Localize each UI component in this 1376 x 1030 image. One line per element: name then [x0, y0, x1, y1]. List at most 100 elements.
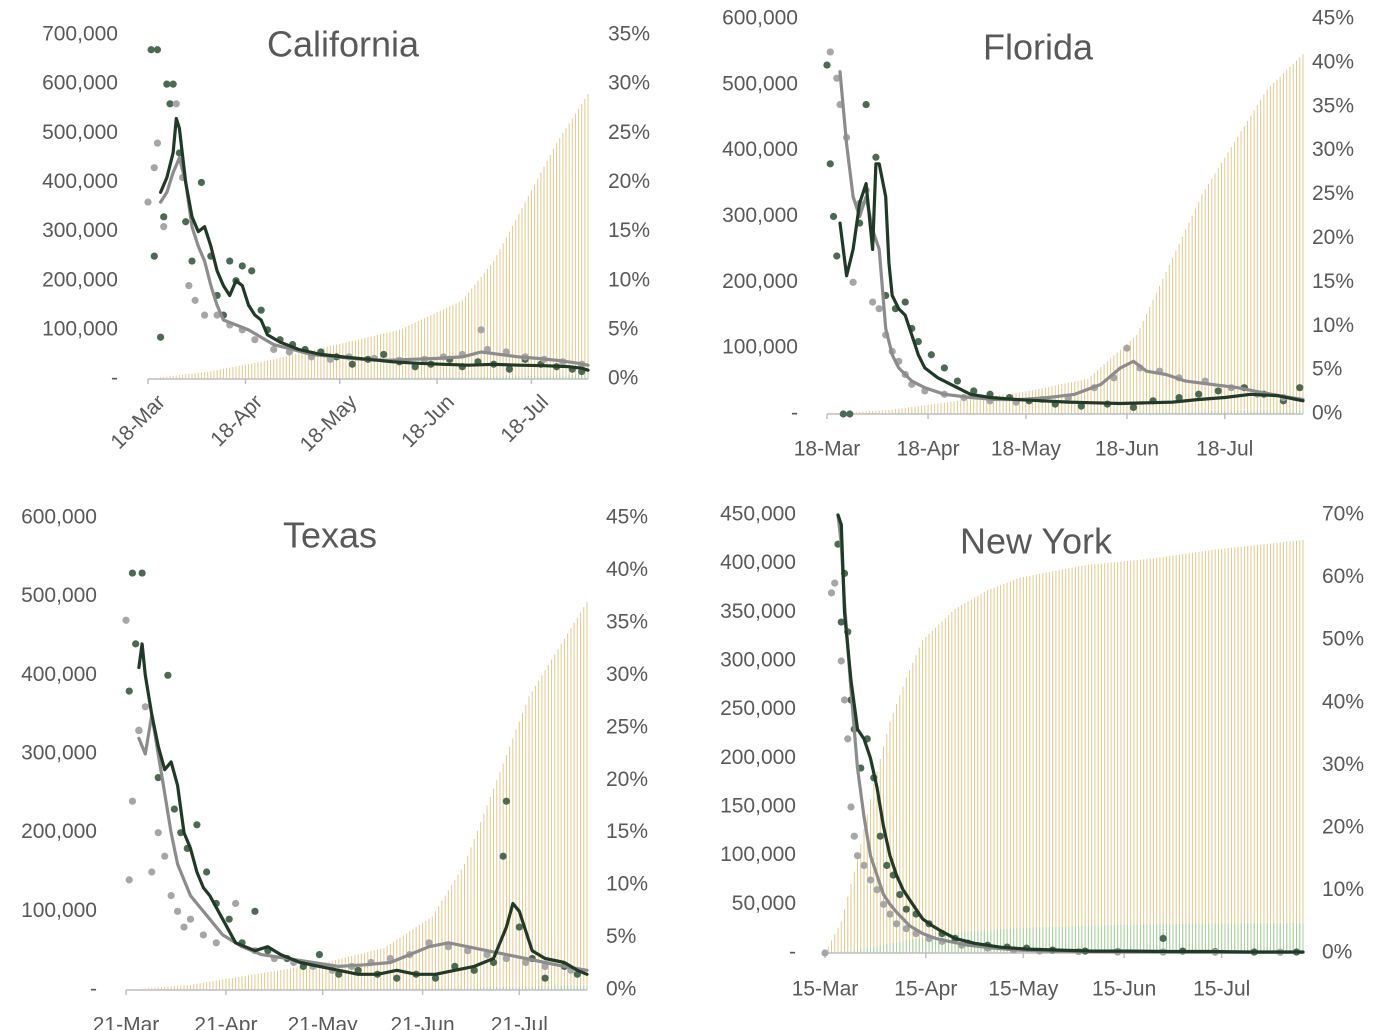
right-axis-label: 0%: [1312, 402, 1342, 425]
data-point: [522, 958, 530, 967]
left-axis-label: 700,000: [42, 23, 118, 46]
right-axis-label: 0%: [608, 367, 638, 390]
dark-line-series: [137, 642, 589, 976]
data-point: [161, 852, 169, 860]
right-axis-label: 45%: [606, 506, 648, 529]
data-point: [1175, 393, 1183, 402]
x-axis-label: 15-Apr: [894, 978, 957, 1001]
data-point: [251, 907, 259, 915]
left-axis-label: 200,000: [722, 270, 798, 293]
data-point: [138, 569, 146, 577]
data-point: [464, 947, 472, 955]
gray-line-series: [159, 156, 590, 367]
right-axis-label: 35%: [608, 23, 650, 46]
data-point: [850, 832, 858, 840]
left-axis-label: 200,000: [21, 820, 97, 843]
right-axis-label: 35%: [606, 610, 648, 633]
x-axis-label: 15-May: [988, 978, 1059, 1001]
data-point: [141, 703, 149, 711]
data-point: [257, 306, 265, 314]
left-axis-label: 200,000: [42, 268, 118, 291]
data-point: [212, 939, 220, 947]
data-point: [826, 48, 834, 56]
data-point: [248, 267, 256, 275]
data-point: [226, 257, 234, 265]
data-point: [502, 954, 511, 963]
right-axis-label: 60%: [1322, 565, 1364, 588]
data-point: [185, 282, 193, 290]
left-axis-label: 600,000: [42, 72, 118, 95]
data-point: [902, 905, 910, 913]
data-point: [393, 974, 401, 982]
data-point: [879, 900, 888, 908]
data-point: [154, 829, 162, 837]
data-point: [483, 951, 491, 959]
data-point: [147, 46, 155, 54]
data-point: [182, 218, 190, 226]
right-axis-label: 30%: [1322, 753, 1364, 776]
data-point: [160, 213, 168, 221]
data-point: [193, 821, 201, 829]
data-point: [186, 915, 195, 923]
data-point: [862, 100, 870, 109]
data-point: [823, 61, 831, 69]
data-point: [232, 899, 240, 908]
data-point: [837, 657, 845, 665]
data-point: [902, 925, 910, 933]
data-point: [270, 345, 278, 354]
data-point: [970, 387, 978, 395]
data-point: [167, 892, 175, 900]
data-point: [860, 861, 868, 870]
chart-florida: Florida 600,000 500,000 400,000 300,000 200,0…: [722, 7, 1354, 461]
right-axis-label: 40%: [1322, 690, 1364, 713]
x-axis-label: 21-Jun: [390, 1014, 454, 1030]
cumulative-bars: [128, 601, 588, 990]
right-axis-label: 15%: [608, 219, 650, 242]
data-point: [444, 943, 452, 951]
data-point: [150, 252, 158, 260]
x-axis-label: 18-May: [296, 390, 362, 456]
data-point: [505, 365, 514, 373]
cumulative-bars: [150, 93, 589, 379]
data-point: [431, 974, 440, 982]
left-axis-label: 500,000: [21, 584, 97, 607]
data-point: [132, 640, 140, 648]
x-axis-label: 21-Jul: [491, 1014, 548, 1030]
left-axis-label: 100,000: [21, 899, 97, 922]
data-point: [335, 970, 343, 978]
left-axis-label: 50,000: [732, 892, 796, 915]
x-axis-label: 18-Apr: [897, 438, 960, 461]
data-point: [163, 80, 171, 88]
data-point: [849, 278, 857, 286]
data-point: [128, 797, 137, 805]
right-axis-label: 40%: [1312, 50, 1354, 73]
right-axis-label: 10%: [1312, 314, 1354, 337]
data-point: [831, 579, 839, 587]
left-axis-label: 400,000: [21, 663, 97, 686]
data-point: [1195, 390, 1203, 398]
x-axis-label: 21-Apr: [194, 1014, 257, 1030]
right-axis-label: 20%: [1312, 226, 1354, 249]
data-point: [153, 139, 162, 147]
right-axis-label: 15%: [606, 820, 648, 843]
data-point: [150, 164, 158, 172]
data-point: [477, 326, 485, 334]
left-axis-label: 100,000: [720, 843, 796, 866]
data-point: [872, 153, 880, 161]
data-point: [153, 46, 162, 54]
x-axis-label: 15-Jun: [1092, 978, 1156, 1001]
x-axis-label: 18-Mar: [794, 438, 861, 461]
left-axis-label: 250,000: [720, 697, 796, 720]
x-axis-label: 21-Mar: [93, 1014, 160, 1030]
left-axis-label: -: [791, 402, 798, 425]
data-point: [499, 852, 507, 860]
dark-dots-series: [147, 46, 586, 376]
data-point: [833, 252, 841, 260]
data-point: [160, 223, 168, 231]
right-axis-label: 20%: [608, 170, 650, 193]
chart-title: Florida: [983, 27, 1094, 68]
data-point: [122, 616, 130, 624]
x-axis-label: 18-Jul: [1196, 438, 1253, 461]
right-axis-label: 30%: [606, 663, 648, 686]
dark-dots-series: [125, 569, 581, 982]
